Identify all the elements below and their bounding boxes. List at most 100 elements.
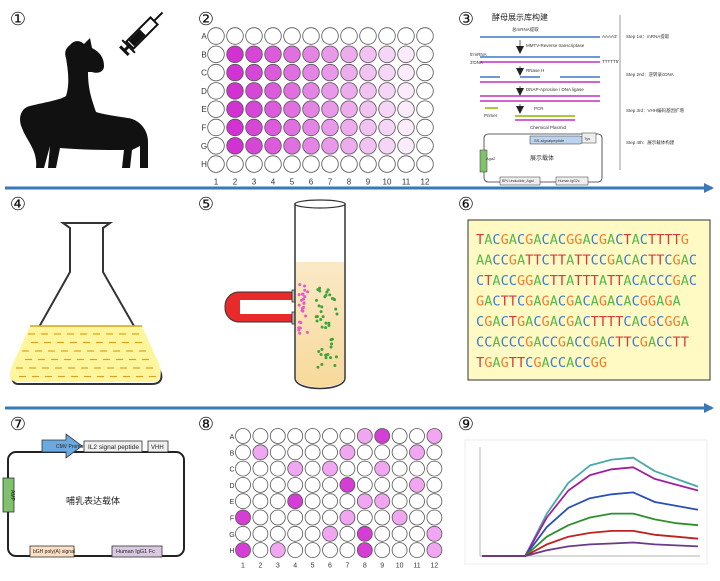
plate8-well bbox=[356, 509, 373, 526]
plate2-col-label: 11 bbox=[402, 177, 411, 186]
plate8-well bbox=[339, 460, 356, 477]
plate2-well bbox=[416, 82, 434, 100]
plate8-well bbox=[287, 525, 304, 542]
plate2-well bbox=[359, 100, 377, 118]
plate2-well bbox=[359, 137, 377, 155]
plate8-well bbox=[426, 460, 443, 477]
plate2-row-label: H bbox=[201, 160, 207, 169]
plate8-well bbox=[235, 525, 251, 542]
plate8-well bbox=[356, 428, 373, 444]
plate8-well bbox=[391, 493, 408, 510]
plate2-col-label: 9 bbox=[366, 177, 371, 186]
plate8-well bbox=[252, 493, 269, 510]
plate2-well bbox=[321, 63, 339, 82]
plate8-well bbox=[322, 542, 338, 558]
plate2-well bbox=[397, 137, 415, 155]
plate8-well bbox=[252, 428, 269, 444]
plate2-well bbox=[378, 155, 396, 173]
plate2-well bbox=[378, 118, 396, 137]
plate8-well bbox=[322, 509, 338, 526]
plate2-well bbox=[207, 63, 225, 82]
plate8-well bbox=[356, 444, 373, 461]
plate2-well bbox=[340, 100, 358, 118]
plate8-well bbox=[287, 460, 304, 477]
plate8-well bbox=[374, 428, 391, 444]
plate2-well bbox=[264, 100, 282, 118]
plate2-well bbox=[207, 118, 225, 137]
step-number-5: ⑤ bbox=[198, 194, 214, 214]
chart-series-6 bbox=[482, 541, 699, 557]
syringe-icon bbox=[119, 11, 164, 56]
plate2-well bbox=[207, 100, 225, 118]
plate2-well bbox=[321, 155, 339, 173]
erlenmeyer-flask-culture bbox=[10, 222, 163, 385]
dna-sequence-line: TACGACGACACGGACGACTACTTTTG bbox=[476, 232, 689, 248]
plate8-well bbox=[409, 444, 425, 461]
plate2-well bbox=[245, 118, 263, 137]
plate8-well bbox=[409, 509, 425, 526]
plate8-row-label: C bbox=[229, 467, 234, 474]
plate2-well bbox=[321, 137, 339, 155]
plate2-well bbox=[226, 27, 244, 45]
plate8-well bbox=[391, 542, 408, 558]
plate2-col-label: 1 bbox=[214, 177, 219, 186]
plate2-well bbox=[416, 27, 434, 45]
plate2-well bbox=[378, 137, 396, 155]
plate8-col-label: 12 bbox=[431, 562, 439, 569]
plate8-well bbox=[287, 542, 304, 558]
plate8-well bbox=[287, 428, 304, 444]
plate2-col-label: 10 bbox=[383, 177, 392, 186]
plate2-well bbox=[245, 155, 263, 173]
plate8-well bbox=[391, 509, 408, 526]
step-number-1: ① bbox=[10, 9, 26, 29]
plate8-well bbox=[269, 444, 286, 461]
plate2-well bbox=[321, 118, 339, 137]
plate2-well bbox=[226, 137, 244, 155]
plate2-well bbox=[283, 137, 301, 155]
svg-text:IL2 signal peptide: IL2 signal peptide bbox=[88, 444, 139, 451]
plate2-well bbox=[378, 63, 396, 82]
plate2-well bbox=[416, 137, 434, 155]
svg-text:Chemical Plasmid: Chemical Plasmid bbox=[530, 125, 567, 130]
plate8-well bbox=[304, 444, 321, 461]
plate2-well bbox=[245, 63, 263, 82]
plate8-well bbox=[269, 460, 286, 477]
dna-sequence-line: TGAGTTCGACCACCGG bbox=[476, 355, 607, 371]
plate8-well bbox=[269, 542, 286, 558]
plate2-well bbox=[264, 155, 282, 173]
plate8-col-label: 10 bbox=[396, 562, 404, 569]
plate2-well bbox=[397, 63, 415, 82]
svg-text:bGH poly(A) signal: bGH poly(A) signal bbox=[33, 549, 75, 555]
plate8-well bbox=[426, 444, 443, 461]
alpaca-illustration bbox=[20, 38, 148, 168]
plate8-row-label: F bbox=[230, 516, 234, 523]
plate2-well bbox=[264, 63, 282, 82]
plate2-well bbox=[416, 45, 434, 64]
svg-text:VHH: VHH bbox=[151, 445, 164, 451]
plate2-col-label: 3 bbox=[252, 177, 257, 186]
plate8-well bbox=[426, 493, 443, 510]
plate2-well bbox=[264, 82, 282, 100]
plate8-well bbox=[409, 525, 425, 542]
svg-text:BPLI-inducible_AgaI: BPLI-inducible_AgaI bbox=[502, 179, 534, 183]
plate8-well bbox=[356, 493, 373, 510]
plate2-well bbox=[397, 27, 415, 45]
plate2-well bbox=[264, 27, 282, 45]
step-number-2: ② bbox=[198, 9, 214, 29]
plate2-well bbox=[302, 100, 320, 118]
plate8-well bbox=[339, 525, 356, 542]
plate2-well bbox=[397, 100, 415, 118]
svg-text:MMTV-Reverse transcriptase: MMTV-Reverse transcriptase bbox=[526, 43, 585, 48]
plate8-well bbox=[287, 493, 304, 510]
svg-text:Aga2: Aga2 bbox=[486, 156, 496, 161]
plate8-well bbox=[269, 509, 286, 526]
plate2-col-label: 5 bbox=[290, 177, 295, 186]
binding-kinetics-chart bbox=[464, 439, 708, 565]
plate8-row-label: H bbox=[229, 548, 234, 555]
plate2-col-label: 12 bbox=[421, 177, 430, 186]
plate2-well bbox=[302, 27, 320, 45]
plate2-well bbox=[226, 45, 244, 64]
plate2-row-label: C bbox=[201, 69, 207, 78]
